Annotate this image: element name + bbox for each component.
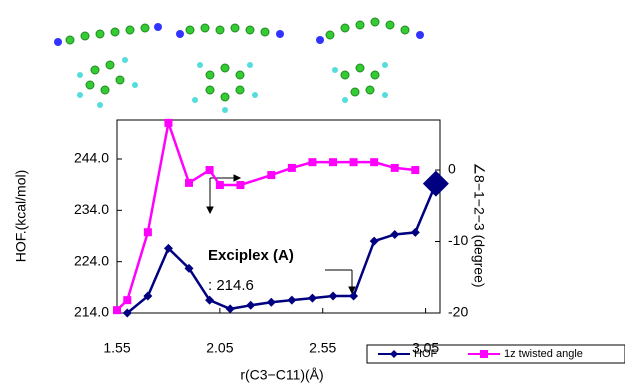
data-point [423,171,449,197]
data-point [390,230,399,239]
y-tick-label: 244.0 [74,150,109,166]
x-axis-label: r(C3−C11)(Å) [240,367,323,383]
data-point [370,237,379,246]
data-point [267,298,276,307]
y2-tick-label: -20 [448,304,468,320]
legend-label: HOF [414,348,438,360]
annotation: Exciplex (A) [208,247,294,264]
data-point [329,292,338,301]
data-point [349,292,358,301]
data-point [246,301,255,310]
data-point [226,304,235,313]
data-point [287,296,296,305]
plot-frame [117,120,440,313]
arrows [207,175,355,293]
y-tick-label: 214.0 [74,304,109,320]
y-axis-label: HOF.(kcal/mol) [13,170,29,263]
legend-marker [480,350,488,358]
x-tick-label: 2.05 [206,340,233,356]
data-point [308,158,316,166]
data-point [236,181,244,189]
molecule-images [54,18,424,113]
data-point [350,158,358,166]
y-tick-label: 224.0 [74,252,109,268]
data-point [185,179,193,187]
y2-axis-label: ∠8−1−2−3 (degree) [471,162,487,287]
data-point [216,181,224,189]
data-point [123,296,131,304]
data-point [370,158,378,166]
y2-tick-label: 0 [448,161,456,177]
chart: HOF.(kcal/mol) ∠8−1−2−3 (degree) r(C3−C1… [0,0,625,387]
data-point [113,306,121,314]
data-point [308,294,317,303]
y2-tick-label: -10 [448,232,468,248]
x-tick-label: 1.55 [103,340,130,356]
data-point [391,164,399,172]
data-point [411,228,420,237]
data-point [329,158,337,166]
data-point [267,171,275,179]
x-tick-label: 2.55 [309,340,336,356]
series-line [117,123,415,310]
legend-label: 1z twisted angle [504,348,583,360]
data-point [288,164,296,172]
data-point [144,228,152,236]
annotation: : 214.6 [208,277,254,294]
y-tick-label: 234.0 [74,201,109,217]
data-point [206,166,214,174]
data-point [411,166,419,174]
data-point [164,119,172,127]
